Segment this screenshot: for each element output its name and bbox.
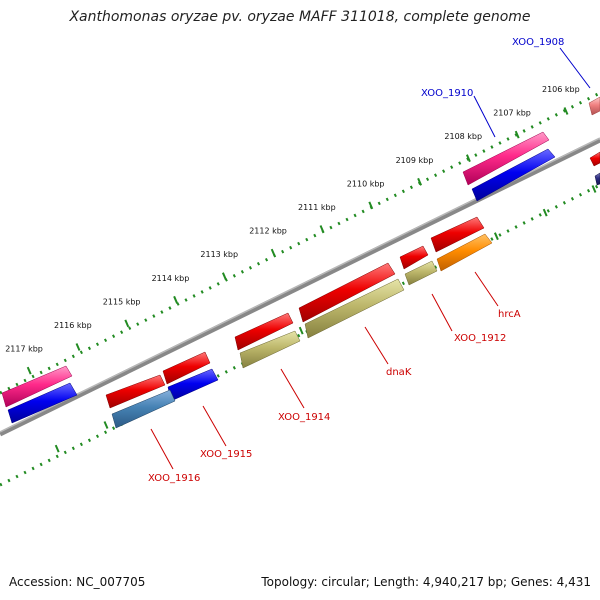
gene-forward-navy-partial[interactable] <box>594 172 600 186</box>
gene-xoo-1914-red[interactable] <box>234 312 294 351</box>
gene-xoo-1912-arrow[interactable] <box>404 260 438 286</box>
label-hrca[interactable]: hrcA <box>498 309 521 320</box>
genome-backbone <box>0 137 600 437</box>
accession-text: Accession: NC_007705 <box>9 575 146 589</box>
callout-dnak <box>364 326 389 365</box>
tick-label-2115: 2115 kbp <box>103 297 141 306</box>
tick-label-2110: 2110 kbp <box>347 179 385 188</box>
outer-major-tick-2111 <box>319 225 325 233</box>
gene-xoo-1914-arrow[interactable] <box>239 330 301 369</box>
forward-strand-genes <box>1 96 600 424</box>
genome-summary-text: Topology: circular; Length: 4,940,217 bp… <box>261 575 591 589</box>
outer-major-tick-2114 <box>173 295 179 304</box>
gene-dnak-red[interactable] <box>298 262 396 323</box>
label-dnak[interactable]: dnaK <box>386 367 412 378</box>
tick-label-2116: 2116 kbp <box>54 321 92 330</box>
reverse-strand-genes <box>105 216 493 429</box>
gene-xoo-1912-red[interactable] <box>399 245 429 270</box>
outer-major-tick-2106 <box>563 107 569 115</box>
tick-label-2111: 2111 kbp <box>298 203 336 212</box>
callout-xoo-1916 <box>150 428 174 470</box>
inner-tick-ruler <box>0 183 600 487</box>
inner-major-tick-2116 <box>103 421 109 429</box>
inner-major-tick-2107 <box>542 208 548 217</box>
gene-hrca-arrow[interactable] <box>436 233 493 272</box>
callout-xoo-1908 <box>559 47 591 89</box>
label-xoo-1910[interactable]: XOO_1910 <box>421 88 473 99</box>
gene-forward-blue-2108[interactable] <box>471 148 556 202</box>
inner-major-tick-2106 <box>591 185 597 193</box>
gene-forward-pink-2117[interactable] <box>1 365 73 408</box>
gene-dnak-arrow[interactable] <box>304 278 405 339</box>
gene-labels: XOO_1908 XOO_1910 hrcA XOO_1912 dnaK XOO… <box>148 37 564 484</box>
inner-major-tick-2112 <box>298 326 304 335</box>
outer-major-tick-2110 <box>368 201 374 210</box>
gene-xoo-1915-red[interactable] <box>162 351 211 385</box>
gene-forward-blue-2117[interactable] <box>7 382 78 424</box>
label-xoo-1908[interactable]: XOO_1908 <box>512 37 564 48</box>
callout-xoo-1910 <box>473 95 496 138</box>
callout-xoo-1912 <box>431 293 453 332</box>
inner-major-tick-2117 <box>54 444 60 453</box>
tick-label-2107: 2107 kbp <box>493 109 531 118</box>
gene-hrca-top-red[interactable] <box>430 216 485 253</box>
map-title: Xanthomonas oryzae pv. oryzae MAFF 31101… <box>69 9 531 25</box>
tick-labels: 2106 kbp 2107 kbp 2108 kbp 2109 kbp 2110 kbp… <box>5 85 580 354</box>
outer-major-ticks <box>26 107 569 375</box>
outer-major-tick-2108 <box>465 154 471 163</box>
gene-xoo-1916-red[interactable] <box>105 374 166 409</box>
tick-label-2108: 2108 kbp <box>444 132 482 141</box>
outer-major-tick-2116 <box>75 343 81 351</box>
tick-label-2117: 2117 kbp <box>5 345 43 354</box>
gene-xoo-1910-arrow[interactable] <box>462 131 550 186</box>
gene-xoo-1916-arrow[interactable] <box>111 389 176 429</box>
outer-major-tick-2109 <box>417 177 423 186</box>
label-xoo-1912[interactable]: XOO_1912 <box>454 333 506 344</box>
label-xoo-1916[interactable]: XOO_1916 <box>148 473 200 484</box>
tick-label-2106: 2106 kbp <box>542 85 580 94</box>
outer-major-tick-2117 <box>26 366 32 375</box>
outer-major-tick-2112 <box>270 248 276 257</box>
callout-hrca <box>474 271 499 307</box>
callout-lines <box>150 47 591 470</box>
gene-forward-red-partial[interactable] <box>589 151 600 167</box>
label-xoo-1915[interactable]: XOO_1915 <box>200 449 252 460</box>
label-xoo-1914[interactable]: XOO_1914 <box>278 412 330 423</box>
tick-label-2113: 2113 kbp <box>200 250 238 259</box>
outer-major-tick-2115 <box>124 319 130 328</box>
callout-xoo-1915 <box>202 405 227 447</box>
tick-label-2114: 2114 kbp <box>152 274 190 283</box>
outer-major-tick-2107 <box>514 130 520 139</box>
tick-label-2112: 2112 kbp <box>249 227 287 236</box>
outer-major-tick-2113 <box>221 272 227 281</box>
tick-label-2109: 2109 kbp <box>396 156 434 165</box>
inner-major-tick-2108 <box>493 232 499 241</box>
callout-xoo-1914 <box>280 368 305 409</box>
outer-tick-ruler <box>0 91 600 395</box>
gene-xoo-1908-arrow[interactable] <box>588 96 600 116</box>
